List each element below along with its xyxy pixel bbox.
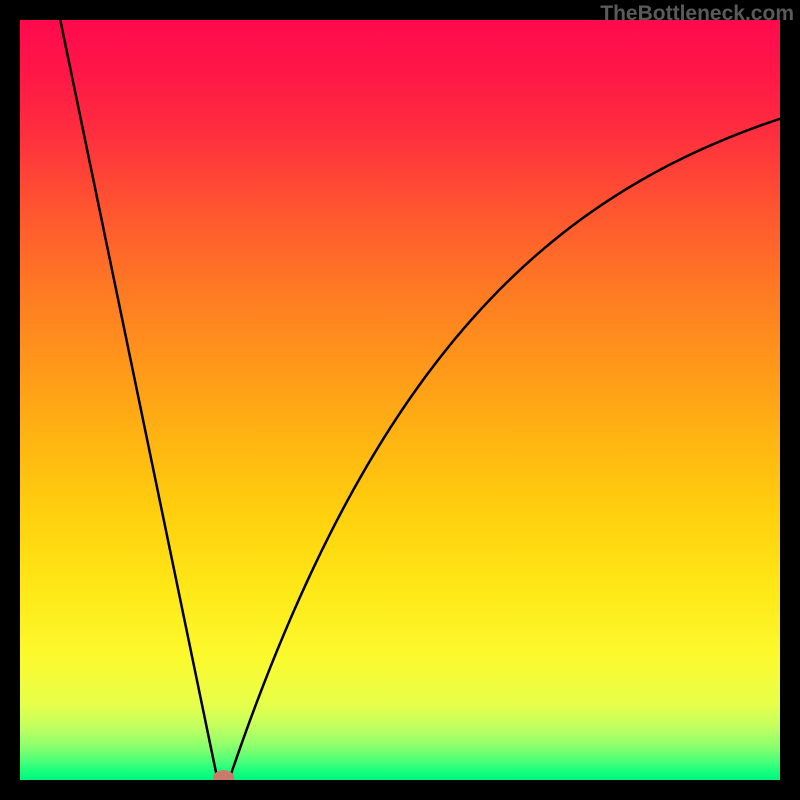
plot-svg xyxy=(20,20,780,780)
gradient-background xyxy=(20,20,780,780)
watermark-text: TheBottleneck.com xyxy=(600,2,794,26)
plot-area xyxy=(20,20,780,780)
chart-frame: TheBottleneck.com xyxy=(0,0,800,800)
